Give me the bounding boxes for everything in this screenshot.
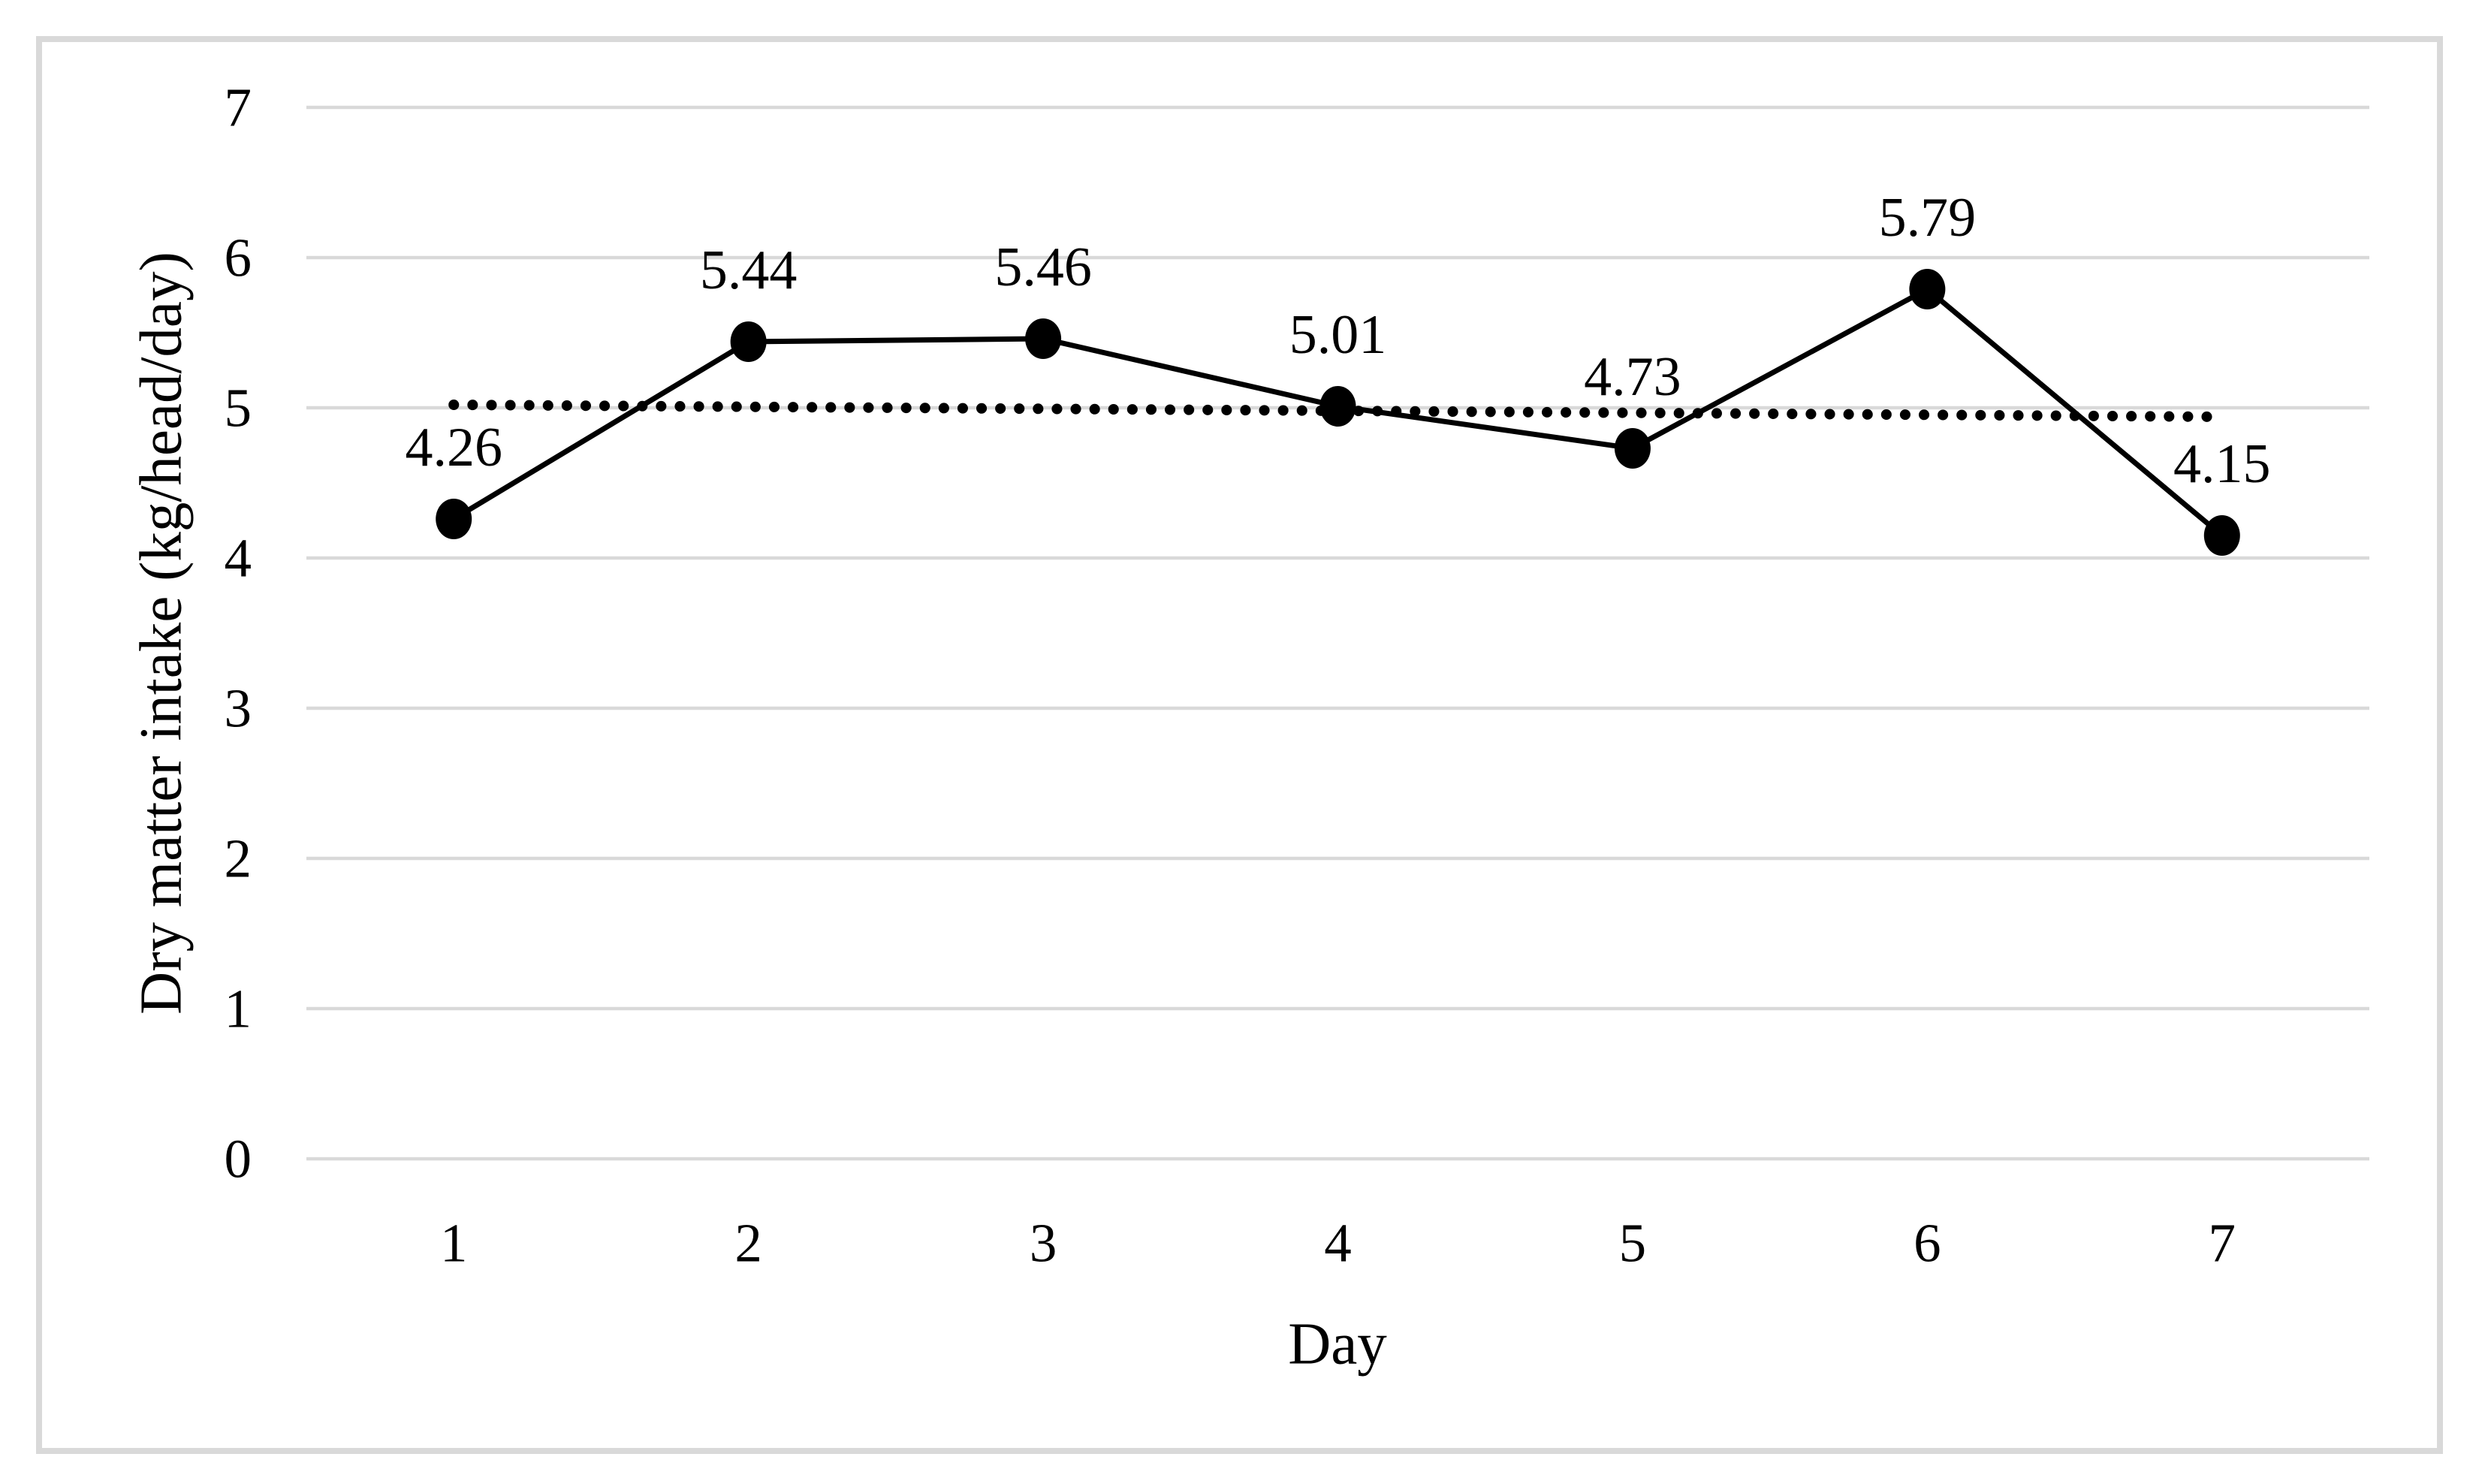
- data-label: 5.44: [700, 240, 798, 301]
- data-point-markers: [436, 269, 2240, 556]
- y-tick-label: 0: [225, 1129, 252, 1190]
- y-tick-label: 4: [225, 528, 252, 589]
- data-point-marker: [1025, 318, 1062, 359]
- x-tick-label: 7: [2209, 1213, 2236, 1274]
- x-axis-tick-labels: 1 2 3 4 5 6 7: [440, 1213, 2236, 1274]
- y-axis-tick-labels: 0 1 2 3 4 5 6 7: [225, 77, 252, 1190]
- y-axis-title: Dry matter intake (kg/head/day): [129, 252, 195, 1015]
- data-label: 4.15: [2173, 433, 2271, 495]
- y-tick-label: 5: [225, 378, 252, 439]
- data-point-marker: [1614, 428, 1651, 469]
- data-label: 4.73: [1584, 346, 1681, 408]
- y-tick-label: 1: [225, 979, 252, 1039]
- x-tick-label: 4: [1324, 1213, 1352, 1274]
- x-tick-label: 1: [440, 1213, 468, 1274]
- data-labels: 4.26 5.44 5.46 5.01 4.73 5.79 4.15: [405, 187, 2270, 495]
- x-axis-title: Day: [1288, 1312, 1387, 1377]
- data-label: 5.79: [1879, 187, 1977, 249]
- data-label: 5.01: [1289, 304, 1387, 366]
- data-point-marker: [730, 321, 767, 362]
- x-tick-label: 3: [1030, 1213, 1057, 1274]
- y-tick-label: 2: [225, 828, 252, 889]
- data-point-marker: [2203, 515, 2240, 556]
- figure-border: [36, 36, 2443, 1454]
- data-label: 5.46: [994, 237, 1092, 298]
- x-tick-label: 6: [1914, 1213, 1941, 1274]
- data-point-marker: [1909, 269, 1946, 309]
- data-point-marker: [1319, 386, 1356, 427]
- data-point-marker: [436, 499, 472, 539]
- y-tick-label: 6: [225, 228, 252, 288]
- y-tick-label: 7: [225, 77, 252, 138]
- x-tick-label: 5: [1619, 1213, 1647, 1274]
- data-label: 4.26: [405, 417, 502, 478]
- y-tick-label: 3: [225, 678, 252, 739]
- x-tick-label: 2: [734, 1213, 762, 1274]
